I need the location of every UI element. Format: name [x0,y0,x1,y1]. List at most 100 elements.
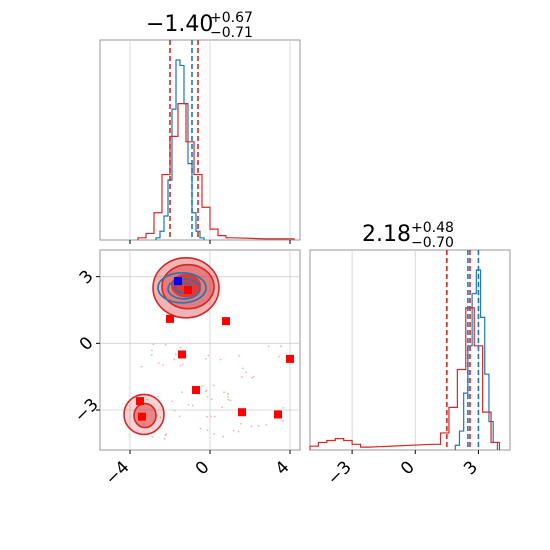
scatter-dot [252,375,255,378]
title-x: −1.40 [146,12,213,37]
scatter-dot [257,424,260,427]
scatter-dot [199,427,202,430]
contour-blue-upper-1 [157,271,207,304]
scatter-dot [179,364,182,367]
hist-step [137,103,295,240]
marker-red-square [274,410,282,419]
title-x-minus: −0.71 [210,25,253,41]
scatter-dot [238,354,240,357]
scatter-dot [206,429,209,432]
marker-red-square [136,397,144,406]
marker-blue-square [174,277,182,286]
scatter-dots [140,343,285,440]
title-y-minus: −0.70 [411,235,454,251]
scatter-dot [219,358,222,361]
scatter-dot [250,425,253,428]
scatter-dot [210,398,213,401]
scatter-dot [209,415,212,418]
scatter-dot [245,371,247,374]
panel-2d: −4 0 4 3 0 −3 [71,249,301,489]
scatter-dot [201,385,204,388]
scatter-dot [251,376,254,379]
scatter-dot [241,367,244,370]
scatter-dot [151,349,153,352]
scatter-dot [282,419,285,422]
hist-step [155,59,205,240]
scatter-dot [163,437,166,440]
ticks-y-marginal: −3 0 3 [324,450,482,489]
title-y-median: 2.18 [362,222,411,247]
marker-red-square [286,354,294,363]
grid-2d [100,250,300,450]
scatter-dot [204,357,207,360]
scatter-dot [179,346,181,349]
scatter-dot [157,362,160,364]
hist-x-red [137,103,295,240]
marker-red-square [178,350,186,359]
tick-label: −3 [324,457,356,489]
scatter-dot [213,415,216,418]
scatter-dot [223,391,225,394]
scatter-dot [152,343,155,346]
scatter-dot [222,435,225,438]
scatter-dot [265,424,268,426]
scatter-dot [212,384,215,387]
tick-label: 0 [192,457,214,479]
scatter-dot [204,390,207,393]
title-x-plus: +0.67 [210,10,253,26]
scatter-dot [241,376,244,378]
scatter-dot [164,343,167,346]
title-y-plus: +0.48 [411,220,454,236]
scatter-dot [206,396,209,398]
marker-red-square [138,412,146,421]
scatter-dot [226,395,229,398]
tick-label-y: 0 [76,333,98,355]
scatter-dot [229,399,232,402]
scatter-dot [164,434,167,437]
scatter-dot [227,398,230,401]
tick-label: 3 [460,457,482,479]
scatter-dot [156,414,159,417]
scatter-dot [187,403,190,406]
scatter-dot [181,391,183,394]
scatter-dot [173,409,176,412]
scatter-dot [162,364,164,366]
scatter-dot [173,358,176,361]
scatter-dot [205,415,208,418]
scatter-dot [146,398,149,401]
scatter-dot [213,433,216,435]
grid-x-top [129,40,291,240]
scatter-dot [165,433,168,436]
panel-x-marginal-frame [99,39,301,241]
scatter-dot [157,395,160,398]
marker-red-square [192,386,200,394]
marker-red-square [166,314,174,323]
title-x-median: −1.40 [146,12,213,37]
tick-label-y: 3 [76,266,98,288]
tick-label: 0 [397,457,419,479]
quantile-lines-x [169,40,199,240]
hist-y-red [309,307,501,450]
scatter-dot [191,404,194,407]
scatter-dot [171,400,174,403]
scatter-dot [178,415,181,418]
tick-label-y: −3 [71,395,103,427]
title-y: 2.18 [362,222,411,247]
scatter-dot [232,429,235,432]
scatter-dot [151,435,154,438]
tick-label: 4 [272,457,294,479]
scatter-dot [174,353,177,356]
quantile-lines-y [446,250,480,450]
hist-step [309,307,501,450]
scatter-dot [207,354,210,357]
panel-y-marginal: −3 0 3 2.18 +0.48 −0.70 [309,220,511,489]
marker-red-square [184,286,192,294]
scatter-dot [150,354,153,356]
scatter-dot [278,355,280,358]
marker-red-square [222,317,230,326]
ticks-x-top [129,240,291,244]
panel-x-marginal: −1.40 +0.67 −0.71 [99,10,301,244]
scatter-dot [142,423,145,426]
marker-red-square [238,408,246,417]
